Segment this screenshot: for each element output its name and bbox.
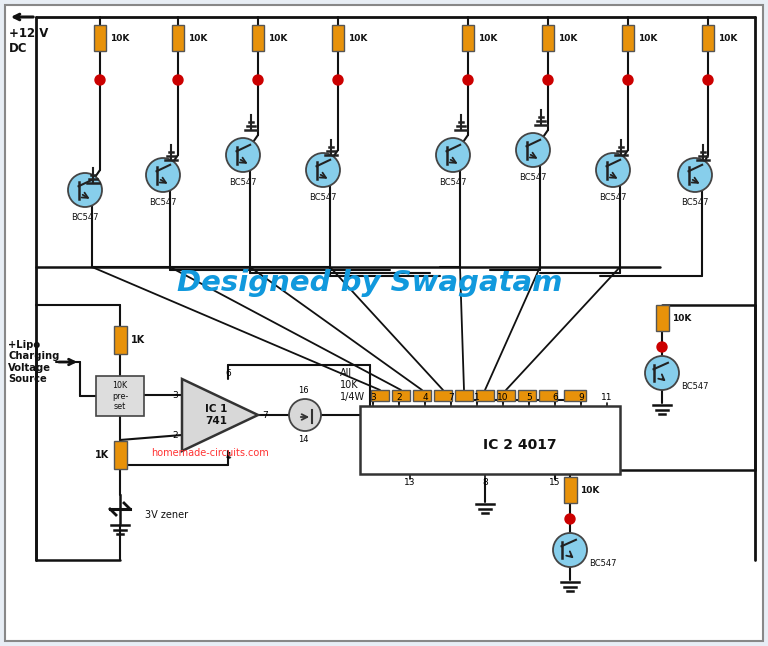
Circle shape	[516, 133, 550, 167]
Bar	[656, 305, 668, 331]
Circle shape	[333, 75, 343, 85]
Text: 10K: 10K	[268, 34, 287, 43]
Circle shape	[657, 342, 667, 352]
Circle shape	[623, 75, 633, 85]
Circle shape	[553, 533, 587, 567]
Text: +Lipo
Charging
Voltage
Source: +Lipo Charging Voltage Source	[8, 340, 59, 384]
Text: 9: 9	[578, 393, 584, 402]
Text: IC 1
741: IC 1 741	[205, 404, 227, 426]
Circle shape	[306, 153, 340, 187]
Bar	[497, 390, 515, 401]
Bar	[413, 390, 431, 401]
Bar	[360, 406, 620, 474]
Text: 13: 13	[404, 478, 415, 487]
Bar	[371, 390, 389, 401]
Text: IC 2 4017: IC 2 4017	[483, 438, 557, 452]
Text: 6: 6	[225, 369, 231, 378]
Text: 3: 3	[172, 390, 178, 399]
Text: 10K: 10K	[581, 486, 600, 494]
Circle shape	[565, 514, 575, 524]
Text: 10K: 10K	[638, 34, 657, 43]
Bar	[172, 25, 184, 51]
Text: 10K: 10K	[478, 34, 498, 43]
Circle shape	[146, 158, 180, 192]
Circle shape	[289, 399, 321, 431]
Bar	[476, 390, 494, 401]
Polygon shape	[182, 379, 258, 451]
Text: 14: 14	[298, 435, 308, 444]
Text: 7: 7	[448, 393, 454, 402]
Circle shape	[703, 75, 713, 85]
Text: 7: 7	[262, 410, 268, 419]
Bar	[455, 390, 473, 401]
Text: 15: 15	[549, 478, 561, 487]
Text: BC547: BC547	[439, 178, 467, 187]
Text: 2: 2	[396, 393, 402, 402]
Circle shape	[173, 75, 183, 85]
Text: BC547: BC547	[599, 193, 627, 202]
Text: 10K: 10K	[673, 313, 692, 322]
Text: 10K: 10K	[558, 34, 578, 43]
Bar	[96, 376, 144, 416]
Bar	[542, 25, 554, 51]
Circle shape	[463, 75, 473, 85]
Text: 1: 1	[474, 393, 480, 402]
Bar	[434, 390, 452, 401]
Bar	[332, 25, 344, 51]
Text: BC547: BC547	[681, 382, 709, 390]
Text: 4: 4	[422, 393, 428, 402]
Text: +12 V
DC: +12 V DC	[9, 27, 48, 55]
Text: 10K: 10K	[348, 34, 367, 43]
Bar	[564, 477, 577, 503]
Text: 10: 10	[497, 393, 508, 402]
Circle shape	[68, 173, 102, 207]
Circle shape	[226, 138, 260, 172]
Bar	[114, 441, 127, 469]
Text: BC547: BC547	[230, 178, 257, 187]
Text: BC547: BC547	[681, 198, 709, 207]
Text: 2: 2	[172, 430, 178, 439]
Circle shape	[253, 75, 263, 85]
Text: 1K: 1K	[131, 335, 144, 345]
Bar	[702, 25, 714, 51]
Bar	[392, 390, 410, 401]
Text: BC547: BC547	[149, 198, 177, 207]
Text: BC547: BC547	[519, 173, 547, 182]
Bar	[564, 390, 586, 401]
Circle shape	[543, 75, 553, 85]
Text: homemade-circuits.com: homemade-circuits.com	[151, 448, 269, 458]
Text: 10K
pre-
set: 10K pre- set	[112, 381, 128, 411]
Circle shape	[95, 75, 105, 85]
Bar	[252, 25, 264, 51]
Text: All
10K
1/4W: All 10K 1/4W	[340, 368, 365, 402]
Text: 8: 8	[482, 478, 488, 487]
Text: 10K: 10K	[188, 34, 207, 43]
Text: Designed by Swagatam: Designed by Swagatam	[177, 269, 563, 297]
Circle shape	[436, 138, 470, 172]
Text: 5: 5	[526, 393, 532, 402]
Text: 4: 4	[225, 452, 231, 461]
Text: BC547: BC547	[589, 559, 617, 567]
Bar	[539, 390, 557, 401]
Bar	[114, 326, 127, 354]
Bar	[518, 390, 536, 401]
Text: 6: 6	[552, 393, 558, 402]
Text: 3V zener: 3V zener	[145, 510, 188, 520]
Circle shape	[645, 356, 679, 390]
Text: 11: 11	[601, 393, 613, 402]
Text: BC547: BC547	[71, 213, 99, 222]
Text: 1K: 1K	[95, 450, 110, 460]
Text: 3: 3	[370, 393, 376, 402]
Text: 16: 16	[298, 386, 308, 395]
Bar	[622, 25, 634, 51]
Bar	[462, 25, 474, 51]
Bar	[94, 25, 106, 51]
Text: 10K: 10K	[110, 34, 129, 43]
Text: 10K: 10K	[718, 34, 737, 43]
Circle shape	[678, 158, 712, 192]
Text: BC547: BC547	[310, 193, 336, 202]
Circle shape	[596, 153, 630, 187]
